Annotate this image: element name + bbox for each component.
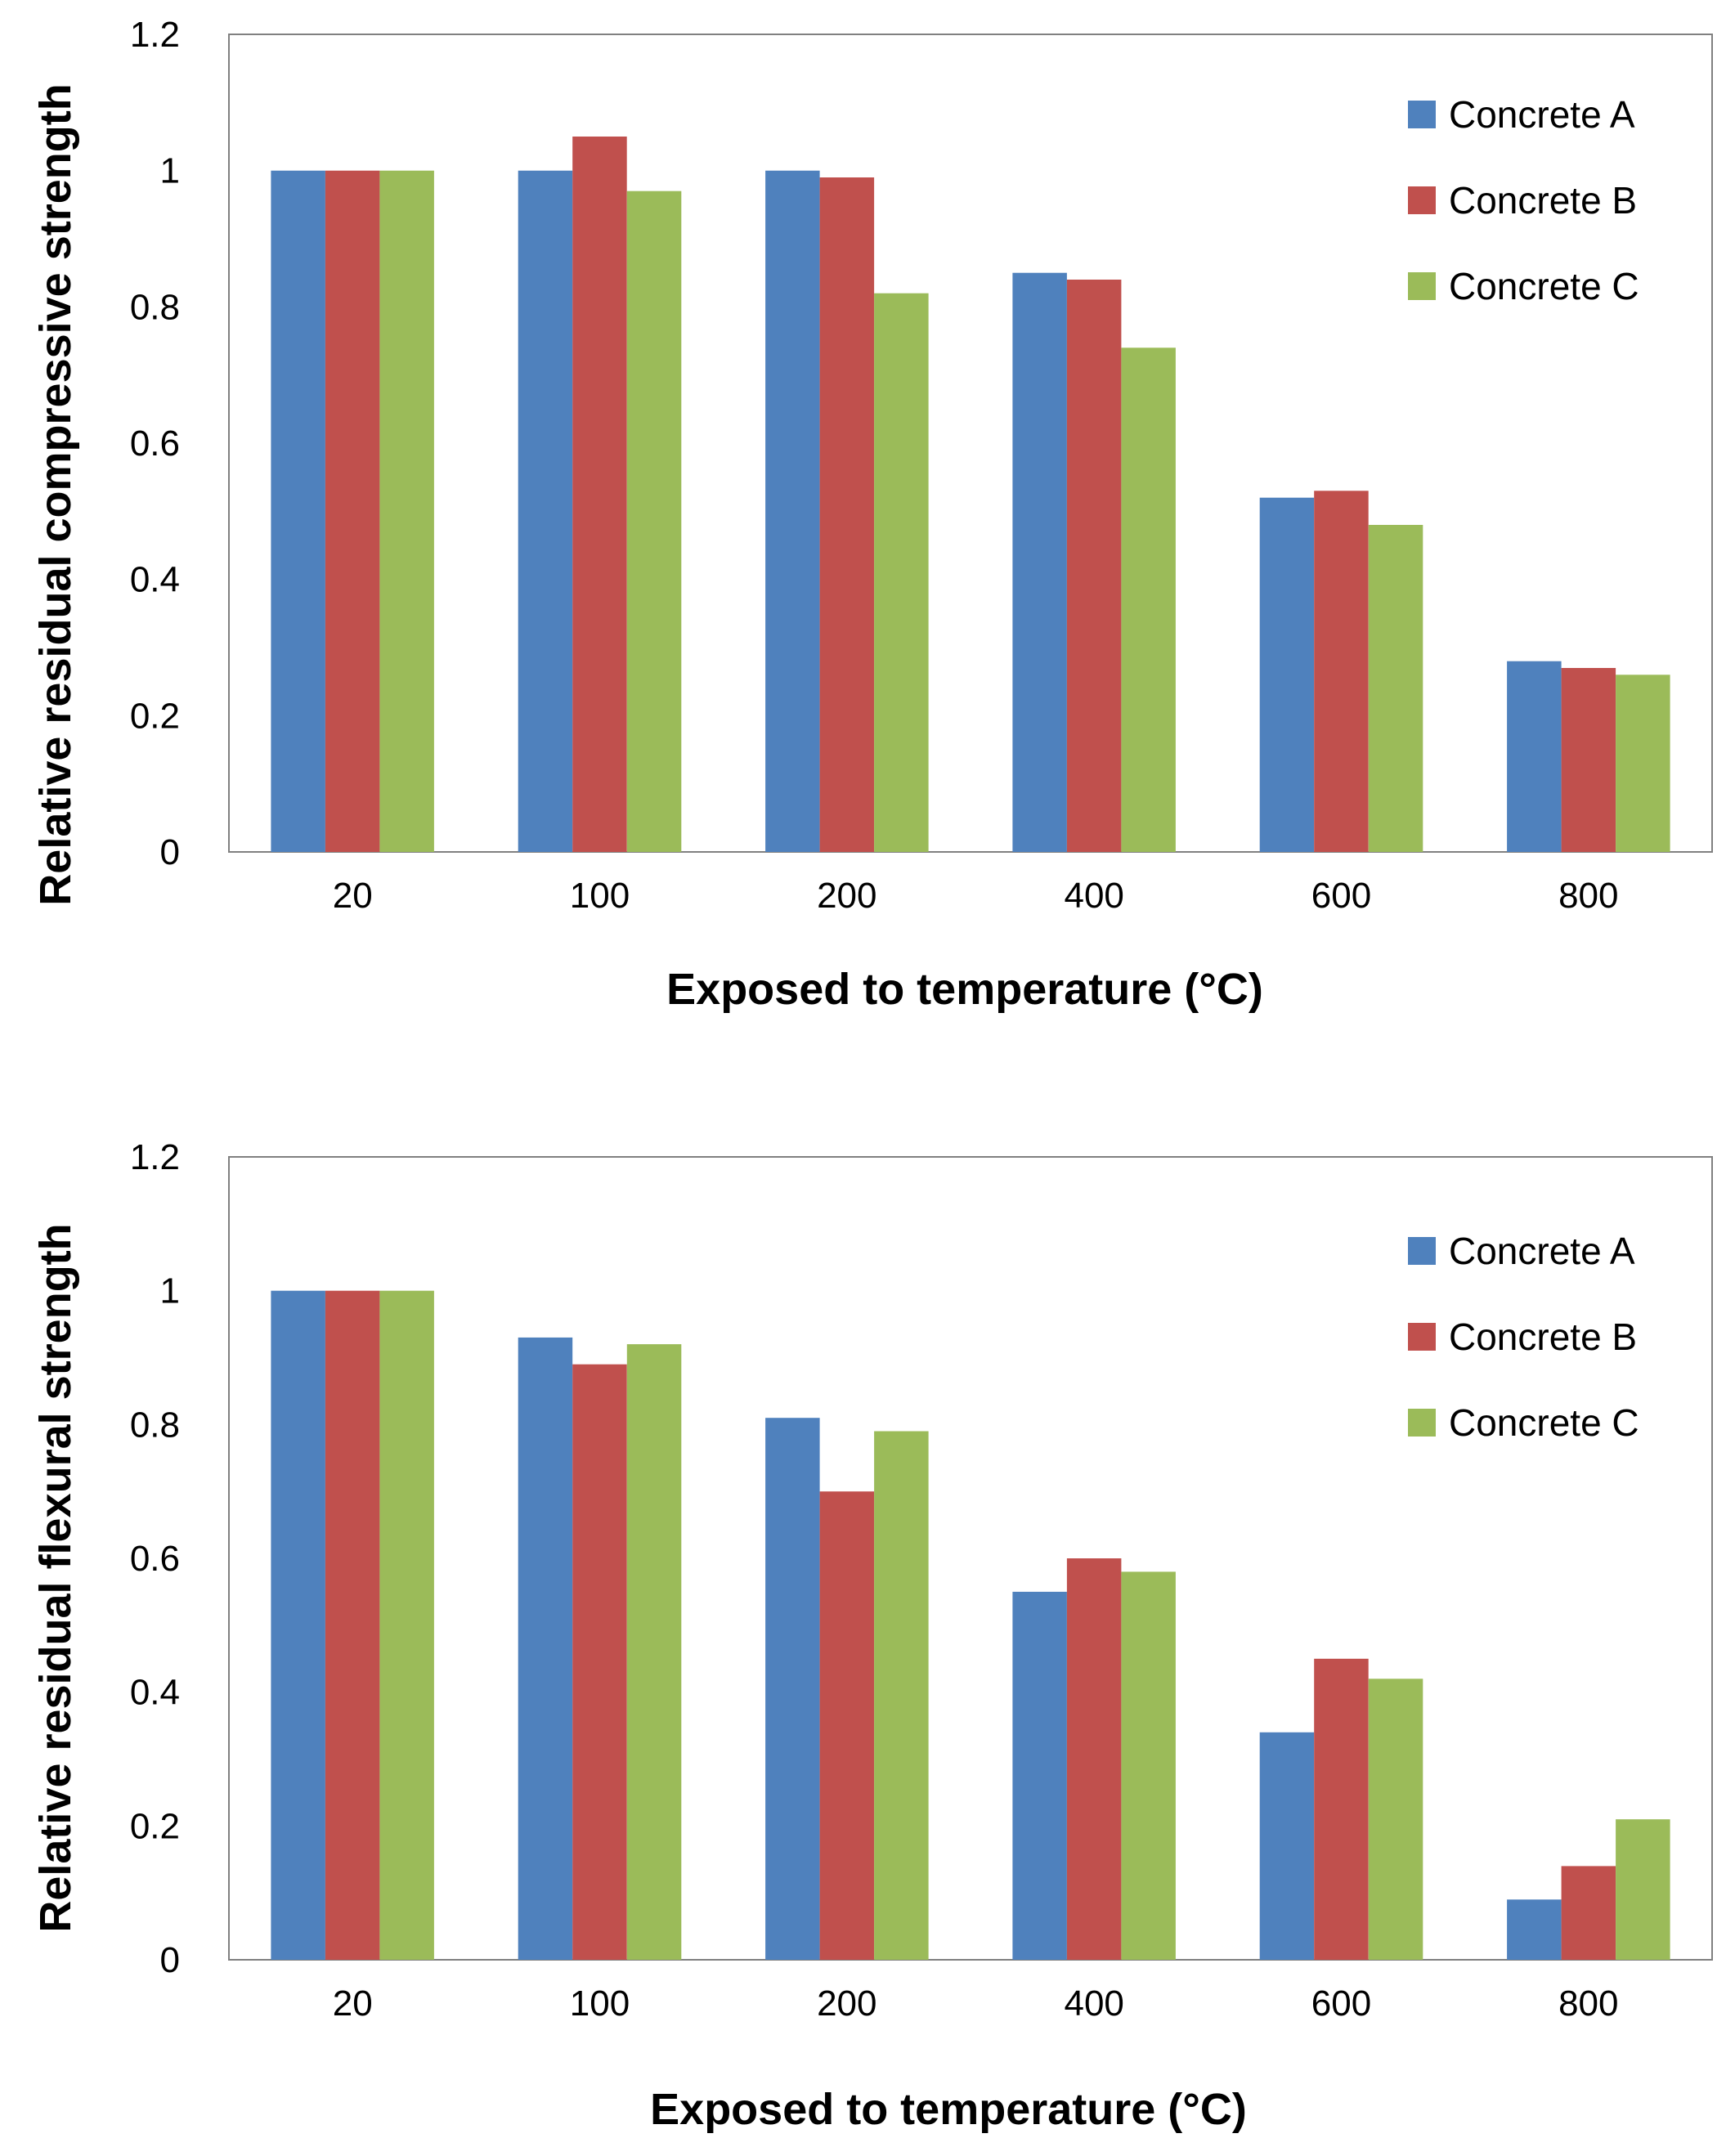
y-tick-label: 0.6: [130, 424, 180, 464]
y-tick-label: 0.8: [130, 287, 180, 327]
legend-label: Concrete C: [1449, 265, 1639, 307]
y-axis-title: Relative residual flexural strength: [31, 1223, 80, 1932]
y-tick-label: 1: [160, 1271, 180, 1311]
x-tick-label: 600: [1311, 1983, 1371, 2024]
bar-concrete-b-100: [572, 1364, 627, 1960]
y-axis-ticks: 0 0.2 0.4 0.6 0.8 1 1.2: [130, 1137, 180, 1980]
legend-swatch: [1408, 1409, 1436, 1437]
bar-concrete-c-400: [1121, 1571, 1176, 1960]
bar-concrete-a-20: [271, 1290, 325, 1960]
legend-swatch: [1408, 272, 1436, 300]
x-tick-label: 100: [570, 1983, 630, 2024]
bar-concrete-a-200: [765, 170, 820, 852]
x-tick-label: 800: [1558, 1983, 1618, 2024]
bar-concrete-a-100: [518, 170, 573, 852]
bar-concrete-b-100: [572, 137, 627, 852]
bar-concrete-c-20: [379, 170, 434, 852]
y-tick-label: 0: [160, 1940, 180, 1980]
legend-label: Concrete A: [1449, 93, 1635, 136]
x-tick-label: 200: [817, 1983, 876, 2024]
bar-concrete-b-800: [1561, 668, 1616, 852]
x-tick-label: 20: [333, 876, 373, 916]
y-tick-label: 0.2: [130, 696, 180, 736]
bar-concrete-c-100: [626, 1344, 682, 1960]
legend-label: Concrete A: [1449, 1230, 1635, 1272]
bar-concrete-c-200: [874, 293, 929, 852]
x-tick-label: 800: [1558, 876, 1618, 916]
flexural-strength-chart: 0 0.2 0.4 0.6 0.8 1 1.2 20 100 200 400 600 800 Conc…: [31, 1137, 1713, 2134]
legend-swatch: [1408, 101, 1436, 128]
bar-concrete-a-100: [518, 1337, 573, 1960]
y-tick-label: 0.2: [130, 1806, 180, 1846]
y-tick-label: 1.2: [130, 1137, 180, 1177]
bar-concrete-a-600: [1259, 497, 1315, 852]
x-axis-title: Exposed to temperature (°C): [650, 2085, 1247, 2134]
y-tick-label: 1.2: [130, 15, 180, 55]
x-tick-label: 600: [1311, 876, 1371, 916]
x-axis-ticks: 20 100 200 400 600 800: [333, 1983, 1619, 2024]
bar-concrete-a-20: [271, 170, 325, 852]
bar-concrete-b-200: [819, 177, 875, 852]
bar-concrete-b-600: [1314, 491, 1369, 852]
bar-concrete-b-20: [325, 1290, 380, 1960]
legend: Concrete A Concrete B Concrete C: [1408, 1230, 1639, 1444]
bar-concrete-b-400: [1066, 280, 1122, 852]
x-axis-ticks: 20 100 200 400 600 800: [333, 876, 1619, 916]
x-tick-label: 20: [333, 1983, 373, 2024]
bar-concrete-a-400: [1012, 272, 1067, 852]
legend-label: Concrete B: [1449, 1316, 1637, 1358]
bar-concrete-c-600: [1368, 525, 1423, 852]
bar-concrete-c-20: [379, 1290, 434, 1960]
bar-concrete-c-100: [626, 190, 682, 852]
bar-concrete-a-400: [1012, 1591, 1067, 1960]
bar-concrete-b-400: [1066, 1558, 1122, 1960]
y-axis-ticks: 0 0.2 0.4 0.6 0.8 1 1.2: [130, 15, 180, 872]
y-axis-title: Relative residual compressive strength: [31, 83, 80, 905]
bar-concrete-c-600: [1368, 1679, 1423, 1960]
bar-concrete-c-800: [1616, 675, 1670, 852]
y-tick-label: 0.6: [130, 1539, 180, 1579]
bar-concrete-b-600: [1314, 1658, 1369, 1961]
x-tick-label: 100: [570, 876, 630, 916]
bar-concrete-c-400: [1121, 347, 1176, 852]
bar-concrete-c-200: [874, 1431, 929, 1960]
plot-area-frame: [228, 1156, 1713, 1961]
bar-concrete-a-200: [765, 1418, 820, 1960]
legend-swatch: [1408, 1323, 1436, 1351]
bar-group: [271, 1290, 1670, 1961]
legend-label: Concrete C: [1449, 1401, 1639, 1444]
compressive-strength-chart: 0 0.2 0.4 0.6 0.8 1 1.2 20 100 200 400 600 800 Conc…: [31, 15, 1713, 1014]
bar-concrete-a-600: [1259, 1732, 1315, 1960]
legend: Concrete A Concrete B Concrete C: [1408, 93, 1639, 307]
legend-swatch: [1408, 186, 1436, 214]
legend-label: Concrete B: [1449, 179, 1637, 222]
y-tick-label: 0.4: [130, 560, 180, 600]
x-tick-label: 200: [817, 876, 876, 916]
bar-concrete-c-800: [1616, 1819, 1670, 1960]
legend-swatch: [1408, 1237, 1436, 1265]
bar-concrete-b-800: [1561, 1866, 1616, 1960]
bar-concrete-a-800: [1507, 661, 1562, 852]
y-tick-label: 0.4: [130, 1673, 180, 1713]
bar-concrete-b-200: [819, 1491, 875, 1960]
plot-area-frame: [228, 34, 1713, 853]
x-tick-label: 400: [1064, 1983, 1123, 2024]
bar-concrete-a-800: [1507, 1899, 1562, 1960]
y-tick-label: 0: [160, 832, 180, 872]
y-tick-label: 0.8: [130, 1405, 180, 1445]
bar-group: [271, 137, 1670, 852]
x-axis-title: Exposed to temperature (°C): [666, 965, 1263, 1014]
y-tick-label: 1: [160, 151, 180, 191]
bar-concrete-b-20: [325, 170, 380, 852]
x-tick-label: 400: [1064, 876, 1123, 916]
